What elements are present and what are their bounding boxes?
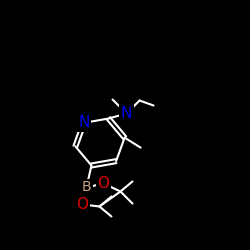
Text: N: N	[78, 115, 90, 130]
Text: N: N	[121, 106, 132, 121]
Text: O: O	[76, 197, 88, 212]
Text: B: B	[82, 180, 91, 194]
Text: O: O	[98, 176, 110, 191]
